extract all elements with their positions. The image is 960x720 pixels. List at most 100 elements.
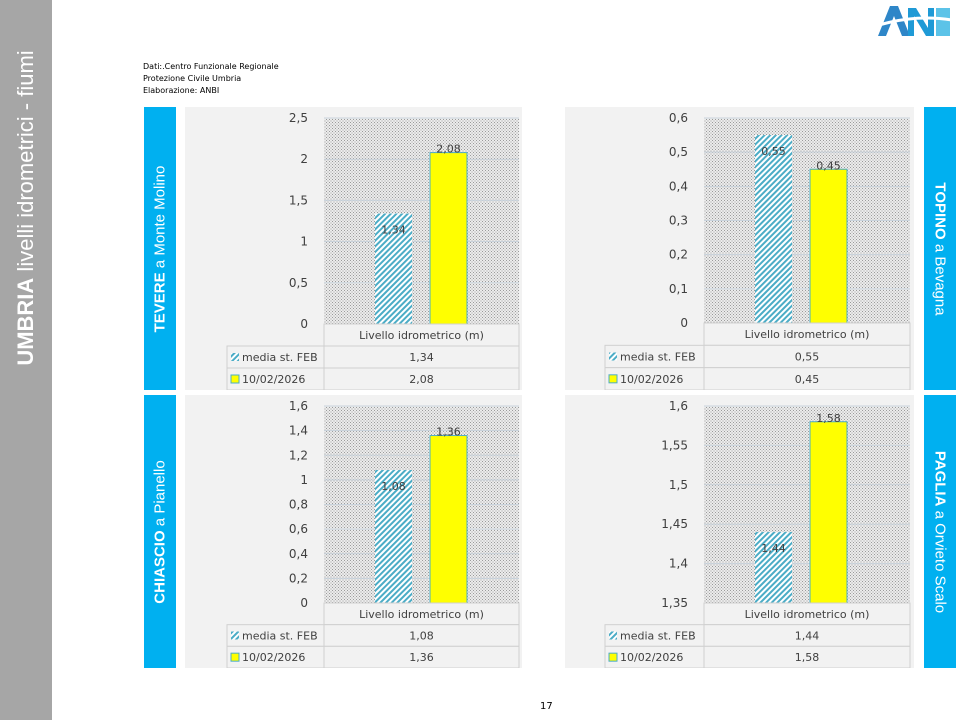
river-name: TOPINO xyxy=(931,181,949,240)
category-label: Livello idrometrico (m) xyxy=(745,608,870,621)
data-label: 1,08 xyxy=(381,480,406,493)
y-tick-label: 0,6 xyxy=(669,111,688,125)
y-tick-label: 1,55 xyxy=(661,438,688,452)
bar xyxy=(755,135,792,323)
page-number: 17 xyxy=(540,701,553,712)
bar xyxy=(809,421,848,604)
legend-label: media st. FEB xyxy=(242,351,318,364)
legend-label: 10/02/2026 xyxy=(242,373,305,386)
y-tick-label: 0,5 xyxy=(669,145,688,159)
bar xyxy=(375,213,412,324)
legend-swatch xyxy=(609,631,617,640)
y-tick-label: 0,3 xyxy=(669,214,688,228)
legend-label: media st. FEB xyxy=(620,351,696,364)
table-value: 1,34 xyxy=(409,351,434,364)
bar xyxy=(755,532,792,603)
y-tick-label: 1,5 xyxy=(669,478,688,492)
legend-label: media st. FEB xyxy=(620,630,696,643)
y-tick-label: 0,4 xyxy=(289,547,308,561)
chart-panel: 0 0,1 0,2 0,3 0,4 0,5 0,6 0,55 0,45 Livello idrom… xyxy=(565,107,914,390)
river-name: CHIASCIO xyxy=(151,529,169,604)
legend-label: 10/02/2026 xyxy=(620,651,683,664)
bar xyxy=(429,152,468,325)
data-label: 1,34 xyxy=(381,224,406,237)
station-label: PAGLIA a Orvieto Scalo xyxy=(924,395,956,668)
legend-swatch xyxy=(608,374,618,384)
y-tick-label: 0 xyxy=(300,596,308,610)
y-tick-label: 1,6 xyxy=(289,399,308,413)
y-tick-label: 0,6 xyxy=(289,522,308,536)
table-value: 0,45 xyxy=(795,373,820,386)
y-tick-label: 1,4 xyxy=(669,557,688,571)
slide-title-rest: livelli idrometrici - fiumi xyxy=(13,50,38,278)
y-tick-label: 0,2 xyxy=(289,571,308,585)
y-tick-label: 1 xyxy=(300,473,308,487)
y-tick-label: 2,5 xyxy=(289,111,308,125)
source-line: Elaborazione: ANBI xyxy=(143,86,220,95)
value-cell xyxy=(323,367,520,390)
station-label: TOPINO a Bevagna xyxy=(924,107,956,390)
table-value: 2,08 xyxy=(409,373,434,386)
station-name: PAGLIA a Orvieto Scalo xyxy=(932,450,949,612)
station-location: a Bevagna xyxy=(931,239,949,316)
y-tick-label: 1,5 xyxy=(289,193,308,207)
y-tick-label: 0,8 xyxy=(289,498,308,512)
data-label: 1,44 xyxy=(761,542,786,555)
bar xyxy=(429,435,468,604)
legend-swatch xyxy=(608,652,618,662)
slide-title-bold: UMBRIA xyxy=(13,277,38,366)
y-tick-label: 0,2 xyxy=(669,248,688,262)
legend-label: 10/02/2026 xyxy=(620,373,683,386)
station-location: a Monte Molino xyxy=(151,165,169,272)
data-label: 0,55 xyxy=(761,145,786,158)
category-label: Livello idrometrico (m) xyxy=(359,329,484,342)
river-name: PAGLIA xyxy=(931,450,949,506)
category-label: Livello idrometrico (m) xyxy=(359,608,484,621)
plot-area xyxy=(704,406,910,603)
y-tick-label: 0 xyxy=(300,317,308,331)
bar-chart: 0 0,1 0,2 0,3 0,4 0,5 0,6 0,55 0,45 Livello idrom… xyxy=(604,111,911,390)
y-tick-label: 0,1 xyxy=(669,282,688,296)
plot-area xyxy=(324,118,519,324)
legend-label: 10/02/2026 xyxy=(242,651,305,664)
y-tick-label: 0,4 xyxy=(669,179,688,193)
data-label: 1,58 xyxy=(816,412,841,425)
legend-swatch xyxy=(230,374,240,384)
data-label: 2,08 xyxy=(436,143,461,156)
chart-panel: 1,35 1,4 1,45 1,5 1,55 1,6 1,44 1,58 Livello idr… xyxy=(565,395,914,668)
bar-chart: 0 0,2 0,4 0,6 0,8 1 1,2 1,4 1,6 1,08 1,36 Livello i… xyxy=(226,399,520,668)
station-name: TEVERE a Monte Molino xyxy=(152,165,169,332)
anbi-logo xyxy=(875,4,953,42)
data-label: 0,45 xyxy=(816,159,841,172)
legend-swatch xyxy=(609,352,617,361)
y-tick-label: 1,2 xyxy=(289,448,308,462)
y-tick-label: 1,4 xyxy=(289,424,308,438)
y-tick-label: 1,35 xyxy=(661,596,688,610)
legend-swatch xyxy=(231,353,239,361)
y-tick-label: 0 xyxy=(680,316,688,330)
y-tick-label: 1,45 xyxy=(661,517,688,531)
station-label: TEVERE a Monte Molino xyxy=(144,107,176,390)
station-name: TOPINO a Bevagna xyxy=(932,182,949,315)
sidebar: UMBRIA livelli idrometrici - fiumi xyxy=(0,0,52,720)
legend-swatch xyxy=(230,652,240,662)
source-line: Dati:.Centro Funzionale Regionale xyxy=(143,62,279,71)
table-value: 0,55 xyxy=(795,351,820,364)
y-tick-label: 1 xyxy=(300,235,308,249)
bar xyxy=(375,470,412,603)
chart-panel: 0 0,2 0,4 0,6 0,8 1 1,2 1,4 1,6 1,08 1,36 Livello i… xyxy=(185,395,522,668)
slide-title: UMBRIA livelli idrometrici - fiumi xyxy=(13,50,39,365)
bar-chart: 1,35 1,4 1,45 1,5 1,55 1,6 1,44 1,58 Livello idr… xyxy=(604,399,911,668)
station-location: a Pianello xyxy=(151,459,169,530)
legend-label: media st. FEB xyxy=(242,630,318,643)
bar xyxy=(809,168,848,324)
table-value: 1,44 xyxy=(795,630,820,643)
station-location: a Orvieto Scalo xyxy=(931,505,949,613)
table-value: 1,08 xyxy=(409,630,434,643)
data-label: 1,36 xyxy=(436,426,461,439)
station-name: CHIASCIO a Pianello xyxy=(152,460,169,603)
y-tick-label: 2 xyxy=(300,152,308,166)
table-value: 1,58 xyxy=(795,651,820,664)
chart-panel: 0 0,5 1 1,5 2 2,5 1,34 2,08 Livello idrometrico … xyxy=(185,107,522,390)
table-value: 1,36 xyxy=(409,651,434,664)
